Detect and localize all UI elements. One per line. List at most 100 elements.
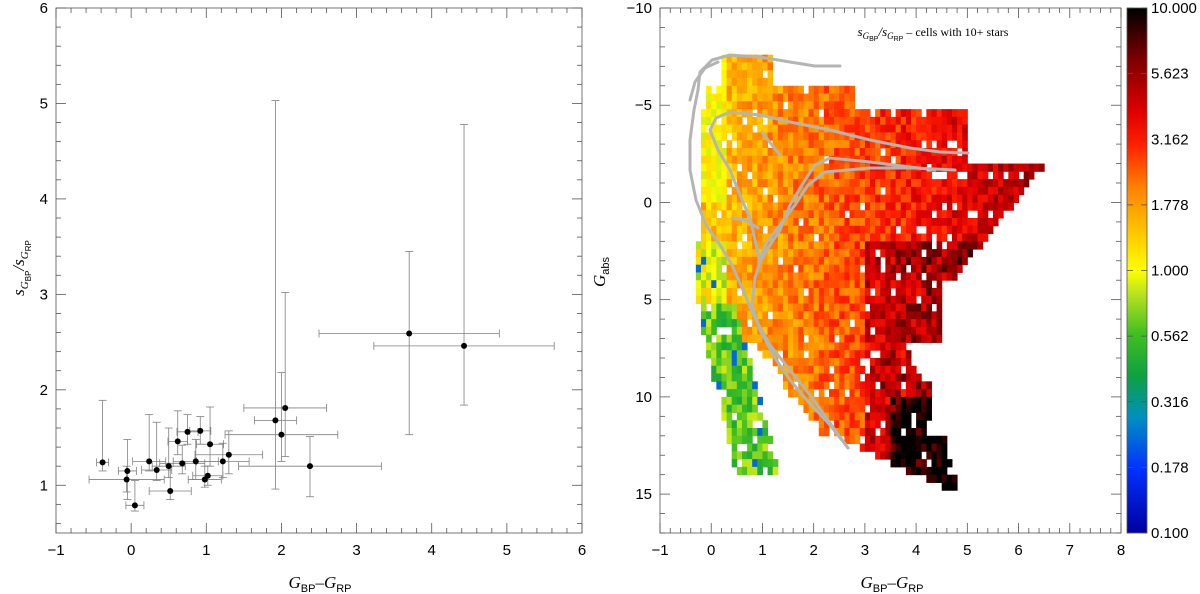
heatmap-cell	[731, 249, 738, 258]
heatmap-cell	[777, 179, 784, 188]
left-x-tick-label: 3	[352, 542, 360, 559]
heatmap-cell	[721, 101, 728, 110]
heatmap-cell	[731, 148, 738, 157]
heatmap-cell	[772, 326, 779, 336]
heatmap-cell	[752, 264, 758, 273]
heatmap-cell	[926, 404, 932, 413]
heatmap-cell	[895, 412, 902, 421]
heatmap-cell	[977, 171, 984, 180]
heatmap-cell	[916, 428, 922, 437]
heatmap-cell	[706, 101, 712, 110]
heatmap-cell	[834, 233, 840, 242]
heatmap-cell	[870, 428, 876, 437]
heatmap-cell	[916, 280, 922, 289]
heatmap-cell	[895, 420, 902, 429]
heatmap-cell	[834, 109, 840, 118]
heatmap-cell	[870, 233, 876, 242]
heatmap-cell	[875, 179, 881, 188]
heatmap-cell	[870, 295, 876, 305]
heatmap-cell	[736, 420, 743, 429]
heatmap-cell	[823, 396, 830, 406]
heatmap-cell	[931, 466, 938, 476]
heatmap-cell	[854, 358, 861, 367]
heatmap-cell	[880, 280, 886, 289]
heatmap-cell	[736, 202, 743, 211]
heatmap-cell	[916, 420, 922, 429]
left-y-tick-label: 1	[40, 477, 48, 494]
heatmap-cell	[900, 435, 907, 445]
heatmap-cell	[736, 389, 743, 398]
heatmap-cell	[726, 148, 733, 157]
heatmap-cell	[834, 326, 840, 336]
heatmap-cell	[813, 140, 820, 149]
heatmap-cell	[864, 218, 871, 227]
heatmap-cell	[951, 210, 958, 219]
heatmap-cell	[757, 334, 763, 343]
heatmap-cell	[1013, 186, 1020, 196]
heatmap-cell	[900, 288, 907, 297]
heatmap-cell	[731, 171, 738, 180]
heatmap-cell	[926, 218, 932, 227]
heatmap-cell	[849, 326, 856, 336]
heatmap-cell	[1023, 163, 1030, 172]
heatmap-cell	[813, 264, 820, 273]
heatmap-cell	[849, 381, 856, 390]
heatmap-cell	[747, 466, 753, 476]
heatmap-cell	[706, 179, 712, 188]
heatmap-cell	[962, 163, 968, 172]
heatmap-cell	[967, 171, 973, 180]
heatmap-cell	[808, 202, 815, 211]
heatmap-cell	[782, 218, 789, 227]
heatmap-cell	[895, 435, 902, 445]
heatmap-cell	[844, 186, 851, 196]
heatmap-cell	[921, 311, 927, 320]
heatmap-cell	[900, 389, 907, 398]
heatmap-cell	[829, 132, 835, 141]
heatmap-cell	[910, 295, 917, 305]
heatmap-cell	[931, 202, 938, 211]
heatmap-cell	[987, 218, 994, 227]
heatmap-cell	[700, 272, 707, 281]
heatmap-cell	[844, 202, 851, 211]
heatmap-cell	[695, 295, 702, 305]
heatmap-cell	[900, 420, 907, 429]
heatmap-cell	[870, 373, 876, 382]
heatmap-cell	[752, 101, 758, 110]
heatmap-cell	[731, 373, 738, 382]
heatmap-cell	[767, 186, 774, 196]
heatmap-cell	[731, 155, 738, 165]
left-plot-frame	[55, 7, 583, 534]
heatmap-cell	[864, 334, 871, 343]
heatmap-cell	[757, 155, 763, 165]
heatmap-cell	[834, 101, 840, 110]
heatmap-cell	[905, 350, 912, 359]
heatmap-cell	[921, 132, 927, 141]
heatmap-cell	[803, 225, 810, 235]
heatmap-cell	[741, 225, 748, 235]
heatmap-cell	[788, 319, 794, 328]
heatmap-cell	[747, 443, 753, 452]
heatmap-cell	[859, 334, 866, 343]
heatmap-cell	[767, 334, 774, 343]
heatmap-cell	[782, 272, 789, 281]
heatmap-cell	[936, 303, 943, 312]
heatmap-cell	[849, 101, 856, 110]
heatmap-cell	[854, 218, 861, 227]
heatmap-cell	[921, 404, 927, 413]
heatmap-cell	[890, 256, 897, 266]
heatmap-cell	[716, 350, 722, 359]
heatmap-cell	[839, 365, 845, 375]
heatmap-cell	[844, 396, 851, 406]
heatmap-cell	[962, 210, 968, 219]
heatmap-cell	[916, 210, 922, 219]
heatmap-cell	[870, 381, 876, 390]
heatmap-cell	[880, 311, 886, 320]
heatmap-cell	[880, 404, 886, 413]
heatmap-cell	[793, 280, 799, 289]
heatmap-cell	[941, 140, 948, 149]
heatmap-cell	[864, 326, 871, 336]
heatmap-cell	[803, 163, 810, 172]
heatmap-cell	[762, 256, 769, 266]
heatmap-cell	[1003, 202, 1009, 211]
heatmap-cell	[957, 163, 963, 172]
